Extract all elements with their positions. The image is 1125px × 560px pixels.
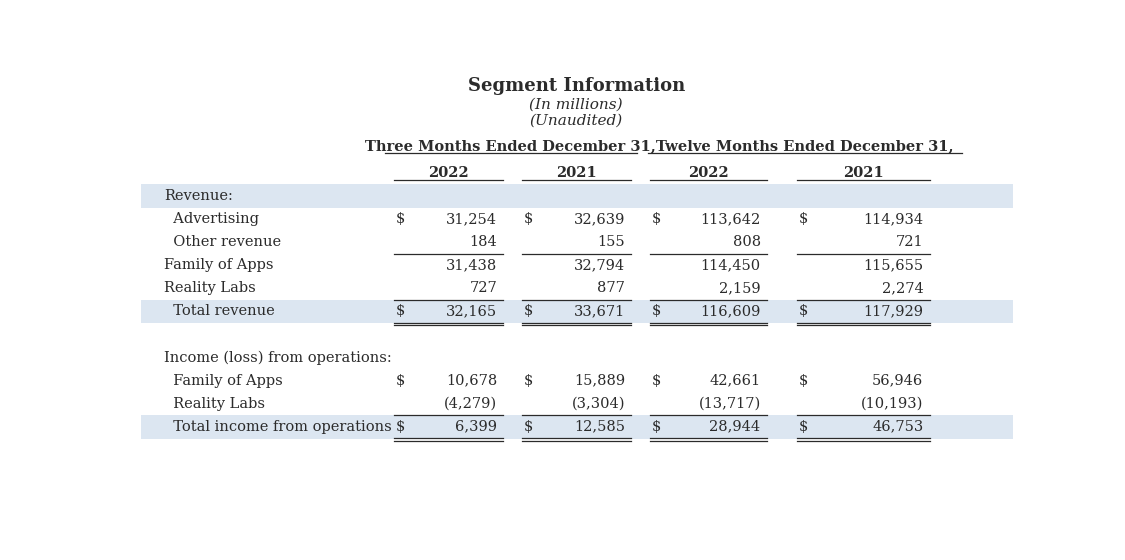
Bar [141,300,1012,323]
Text: 184: 184 [469,235,497,249]
Text: $: $ [523,374,533,388]
Text: 32,794: 32,794 [574,258,626,272]
Text: (13,717): (13,717) [699,396,760,410]
Text: (3,304): (3,304) [572,396,626,410]
Text: 31,438: 31,438 [446,258,497,272]
Text: 15,889: 15,889 [574,374,626,388]
Text: 6,399: 6,399 [456,420,497,434]
Text: $: $ [799,304,808,318]
Text: 2,274: 2,274 [882,281,924,295]
Text: 2021: 2021 [556,166,597,180]
Text: 2022: 2022 [688,166,729,180]
Text: $: $ [651,420,660,434]
Text: Segment Information: Segment Information [468,77,685,95]
Text: 10,678: 10,678 [446,374,497,388]
Text: 33,671: 33,671 [574,304,626,318]
Text: Revenue:: Revenue: [164,189,233,203]
Text: 808: 808 [732,235,760,249]
Text: 2021: 2021 [843,166,884,180]
Text: $: $ [523,420,533,434]
Text: $: $ [523,212,533,226]
Text: 721: 721 [896,235,924,249]
Text: 46,753: 46,753 [872,420,924,434]
Text: $: $ [396,304,405,318]
Text: Family of Apps: Family of Apps [164,374,282,388]
Text: 42,661: 42,661 [710,374,760,388]
Text: 2022: 2022 [429,166,469,180]
Text: 12,585: 12,585 [574,420,626,434]
Text: $: $ [396,420,405,434]
Text: 114,450: 114,450 [701,258,760,272]
Text: 28,944: 28,944 [710,420,760,434]
Text: $: $ [396,212,405,226]
Text: Total revenue: Total revenue [164,304,274,318]
Text: Advertising: Advertising [164,212,259,226]
Text: (4,279): (4,279) [444,396,497,410]
Text: 113,642: 113,642 [701,212,760,226]
Text: 32,165: 32,165 [446,304,497,318]
Text: $: $ [651,374,660,388]
Text: 114,934: 114,934 [863,212,924,226]
Text: $: $ [396,374,405,388]
Bar [141,416,1012,439]
Bar [141,184,1012,208]
Text: 32,639: 32,639 [574,212,626,226]
Text: Income (loss) from operations:: Income (loss) from operations: [164,351,392,365]
Text: $: $ [799,374,808,388]
Text: (10,193): (10,193) [861,396,924,410]
Text: 155: 155 [597,235,626,249]
Text: 116,609: 116,609 [700,304,760,318]
Text: $: $ [799,212,808,226]
Text: 115,655: 115,655 [863,258,924,272]
Text: $: $ [523,304,533,318]
Text: $: $ [651,304,660,318]
Text: 727: 727 [469,281,497,295]
Text: $: $ [799,420,808,434]
Text: Twelve Months Ended December 31,: Twelve Months Ended December 31, [657,139,954,153]
Text: 56,946: 56,946 [872,374,924,388]
Text: 31,254: 31,254 [447,212,497,226]
Text: Other revenue: Other revenue [164,235,281,249]
Text: Reality Labs: Reality Labs [164,396,264,410]
Text: (In millions): (In millions) [530,97,623,111]
Text: Three Months Ended December 31,: Three Months Ended December 31, [366,139,656,153]
Text: 2,159: 2,159 [719,281,760,295]
Text: $: $ [651,212,660,226]
Text: Family of Apps: Family of Apps [164,258,273,272]
Text: 877: 877 [597,281,626,295]
Text: (Unaudited): (Unaudited) [530,114,623,128]
Text: Reality Labs: Reality Labs [164,281,255,295]
Text: Total income from operations: Total income from operations [164,420,392,434]
Text: 117,929: 117,929 [863,304,924,318]
